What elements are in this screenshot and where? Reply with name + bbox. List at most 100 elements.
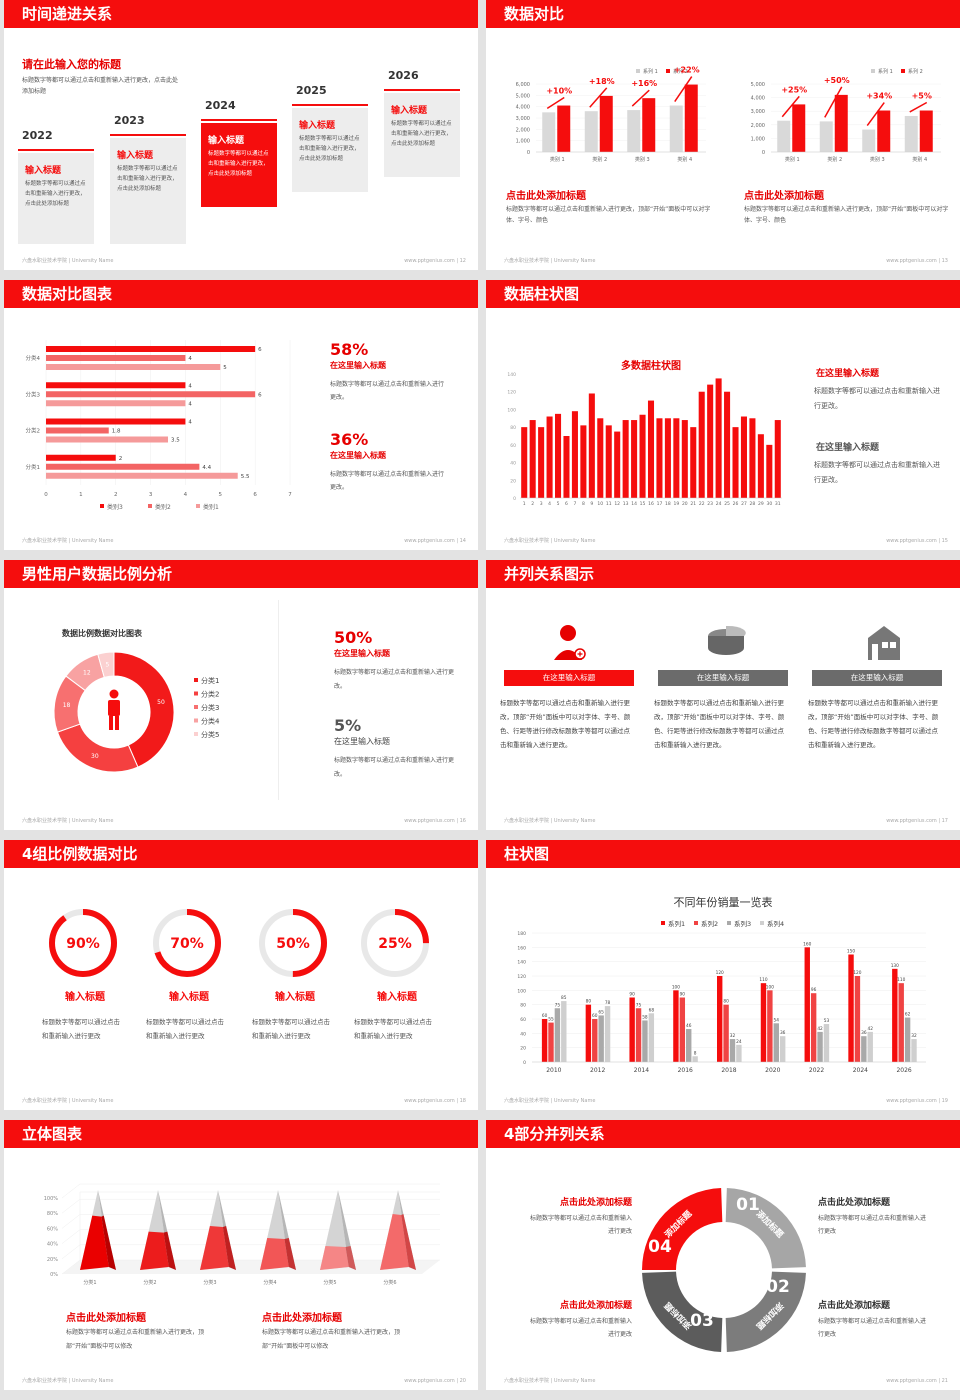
bar [541,1019,548,1062]
stat1-pct: 58% [330,340,369,359]
segment-number: 01 [736,1195,760,1215]
user-add-icon [554,625,586,660]
x-tick: 19 [673,501,679,507]
bar [779,1036,786,1062]
pct-label: +18% [589,77,615,86]
step-text: 标题数字等都可以通过点击和重新输入进行更改，点击此处添加标题 [208,151,269,177]
bar-label: 8 [694,1050,697,1056]
cycle-segment [725,1188,806,1269]
bar-label: 4.4 [202,465,211,471]
legend-label: 系列 1 [643,68,658,75]
legend-label: 类别1 [203,503,219,511]
bar [760,983,767,1062]
y-tick: 20% [47,1257,58,1263]
step-card: 输入标题 标题数字等都可以通过点击和重新输入进行更改，点击此处添加标题 [201,123,277,207]
bar [656,418,663,498]
building-icon [868,626,900,660]
bar-label: 80 [723,999,729,1005]
ring-pct: 50% [276,936,310,952]
bar-label: 4 [188,383,192,389]
bar [588,393,595,498]
legend-label: 系列3 [734,919,751,928]
step-year: 2022 [22,129,53,142]
bar-label: 65 [598,1009,604,1015]
y-tick: 3,000 [751,109,765,115]
legend-swatch [100,504,104,508]
bar-series2 [599,95,613,152]
footer-page: www.pptgenius.com | 21 [886,1378,948,1384]
step-line [384,89,460,91]
x-tick: 1 [79,492,83,498]
y-tick: 0% [50,1272,58,1278]
y-tick: 140 [517,960,526,966]
footer-page: www.pptgenius.com | 16 [404,818,466,824]
bar [635,1008,642,1062]
bar [810,993,817,1062]
footer-school: 六盘水职业技术学院 | University Name [22,818,114,824]
y-tick: 40 [520,1031,526,1037]
chart-title: 多数据柱状图 [621,361,681,372]
x-tick: 类别 2 [592,156,607,163]
x-tick: 27 [741,501,747,507]
stat2-text: 标题数字等都可以通过点击和重新输入进行更改。 [334,757,455,778]
y-tick: 40% [47,1242,58,1248]
bar-label: 3.5 [171,438,180,444]
gridline [61,1214,81,1229]
y-tick: 1,000 [751,136,765,142]
x-tick: 30 [766,501,772,507]
bar [46,346,256,352]
step-line [18,149,94,151]
progress-ring: 70% [153,909,221,977]
slide-21: 4部分并列关系 添加标题 添加标题 添加标题 添加标题 01 02 03 04 点击此处添加标… [486,1120,960,1390]
note2-text: 标题数字等都可以通过点击和重新输入进行更改 [818,1215,927,1235]
y-tick: 0 [527,150,530,156]
stat1-pct: 50% [334,628,373,647]
ring-text: 标题数字等都可以通过点击和重新输入进行更改 [146,1018,224,1040]
gridline [61,1229,81,1244]
bar [629,997,635,1062]
trend-arrow [866,102,885,127]
note2-label: 点击此处添加标题 [262,1313,342,1324]
note3-text: 标题数字等都可以通过点击和重新输入进行更改 [529,1318,632,1338]
step-line [201,119,277,121]
x-tick: 类别 1 [550,156,565,163]
grouped-bar-chart: 系列1 系列2 系列3 系列40204060801001201401601806055… [517,919,926,1074]
x-tick: 4 [548,501,551,507]
bar-label: 5 [223,365,227,371]
bar [46,382,186,389]
note1-label: 在这里输入标题 [816,369,880,379]
bar [46,355,186,361]
legend-swatch [901,69,905,73]
bar [585,1004,592,1062]
legend-swatch [666,69,670,73]
y-tick: 60 [520,1017,526,1023]
x-tick: 2020 [765,1067,780,1074]
bar-label: 110 [897,977,905,983]
footer-page: www.pptgenius.com | 15 [886,538,948,544]
note1-text: 标题数字等都可以通过点击和重新输入进行更改，顶部“开始”面板中可以修改 [66,1329,205,1350]
x-tick: 25 [724,501,730,507]
bar [681,420,688,498]
bar-label: 55 [548,1017,554,1023]
bar [686,1029,692,1062]
slide-20: 立体图表 0% 20% 40% 60% 80% 100% 分类1 分类2 分类3 分类4 分类5 分类… [4,1120,478,1390]
bar [548,1022,554,1062]
x-tick: 1 [523,501,526,507]
trend-arrow [546,96,565,109]
bar [723,1004,729,1062]
chart-title: 不同年份销量一览表 [673,896,773,909]
bar [546,416,553,498]
bar-label: 68 [649,1007,655,1013]
legend-label: 系列4 [767,919,784,928]
stat2-text: 标题数字等都可以通过点击和重新输入进行更改。 [330,471,445,491]
x-tick: 2010 [546,1067,561,1074]
pyramid-fill [320,1246,349,1270]
legend-label: 分类5 [201,730,219,739]
slide-13: 数据对比 0 1,000 2,000 3,000 4,000 5,000 6,000 系列 1… [486,0,960,270]
x-tick: 16 [648,501,654,507]
y-tick: 80 [520,1003,526,1009]
legend-swatch [727,921,731,925]
bar-series2 [557,105,571,152]
note2-text: 标题数字等都可以通过点击和重新输入进行更改，顶部“开始”面板中可以修改 [262,1329,401,1350]
